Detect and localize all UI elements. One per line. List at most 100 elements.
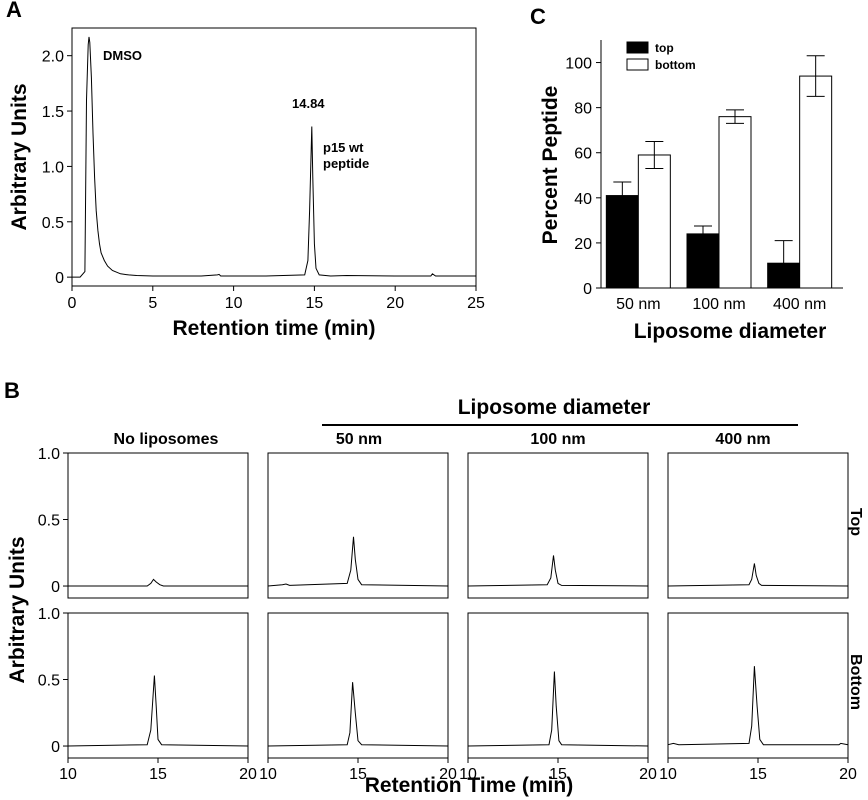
panel-a-x-axis-label: Retention time (min)	[173, 317, 376, 340]
y-tick-label: 1.5	[42, 104, 64, 121]
x-tick-label: 10	[659, 766, 677, 783]
panel-a-letter: A	[6, 0, 22, 22]
x-tick-label: 20	[386, 295, 404, 312]
column-title-50nm: 50 nm	[336, 431, 382, 448]
annotation-peptide-line2: peptide	[323, 156, 369, 171]
y-tick-label: 0.5	[38, 513, 60, 530]
column-title-no-liposomes: No liposomes	[114, 431, 219, 448]
panel-c-y-axis-label: Percent Peptide	[539, 86, 562, 245]
x-tick-label: 10	[59, 766, 77, 783]
subplot-frame	[667, 612, 849, 759]
y-tick-label: 0.5	[42, 215, 64, 232]
subplot-top-4	[667, 452, 849, 599]
panel-c-ticks: 0 20 40 60 80 100	[565, 56, 601, 298]
category-label: 100 nm	[692, 296, 745, 313]
panel-a: A 0 5 10 15 20 25 0 0.5 1.0 1.5 2.0 DMSO 14.84 p15…	[6, 0, 485, 340]
x-tick-label: 0	[68, 295, 77, 312]
x-tick-label: 10	[459, 766, 477, 783]
x-tick-label: 20	[839, 766, 857, 783]
y-tick-label: 40	[574, 191, 592, 208]
panel-b-letter: B	[4, 378, 20, 403]
subplot-bottom-3: 10 15 20	[459, 612, 657, 783]
panel-b-header: Liposome diameter	[458, 396, 651, 419]
subplot-frame	[467, 452, 649, 599]
subplot-bottom-1: 10 15 20 0 0.5 1.0	[38, 606, 257, 783]
legend-label-bottom: bottom	[655, 58, 696, 72]
x-tick-label: 20	[239, 766, 257, 783]
bar-top	[686, 233, 720, 289]
panel-a-plot-frame	[71, 27, 477, 287]
chromatogram-trace	[68, 578, 248, 587]
x-tick-label: 15	[349, 766, 367, 783]
x-tick-label: 20	[639, 766, 657, 783]
y-tick-label: 0	[51, 739, 60, 756]
x-tick-label: 10	[259, 766, 277, 783]
chromatogram-trace	[267, 682, 449, 747]
x-tick-label: 15	[149, 766, 167, 783]
row-label-top: Top	[847, 508, 864, 536]
y-tick-label: 80	[574, 101, 592, 118]
chromatogram-trace	[467, 671, 649, 747]
y-tick-label: 1.0	[38, 606, 60, 623]
chromatogram-trace	[667, 563, 849, 587]
y-tick-label: 0	[55, 270, 64, 287]
legend-swatch-top	[626, 41, 649, 54]
y-tick-label: 0	[583, 281, 592, 298]
y-tick-label: 60	[574, 146, 592, 163]
y-tick-label: 0	[51, 579, 60, 596]
subplot-top-1: 0 0.5 1.0	[38, 446, 249, 599]
panel-c-legend: top bottom	[626, 41, 696, 72]
y-tick-label: 1.0	[38, 446, 60, 463]
subplot-top-3	[467, 452, 649, 599]
x-tick-label: 25	[467, 295, 485, 312]
subplot-frame	[267, 452, 449, 599]
y-tick-label: 100	[565, 56, 592, 73]
panel-b-y-axis-label: Arbitrary Units	[6, 536, 29, 683]
panel-c-letter: C	[530, 4, 546, 29]
x-tick-label: 15	[749, 766, 767, 783]
subplot-frame	[467, 612, 649, 759]
bar-bottom	[799, 75, 833, 289]
panel-b: B Liposome diameter No liposomes 50 nm 1…	[4, 378, 864, 797]
x-tick-label: 5	[148, 295, 157, 312]
chromatogram-trace	[467, 555, 649, 587]
panel-c-x-axis-label: Liposome diameter	[634, 320, 827, 343]
bar-top	[605, 195, 639, 289]
y-tick-label: 20	[574, 236, 592, 253]
column-title-400nm: 400 nm	[715, 431, 770, 448]
x-tick-label: 10	[225, 295, 243, 312]
panel-a-trace	[72, 36, 476, 278]
panel-c-bars: 50 nm 100 nm 400 nm	[605, 55, 833, 313]
panel-a-y-axis-label: Arbitrary Units	[8, 83, 31, 230]
annotation-dmso: DMSO	[103, 48, 142, 63]
category-label: 50 nm	[616, 296, 660, 313]
legend-label-top: top	[655, 41, 674, 55]
panel-c: C 0 20 40 60 80 100 50 nm 100 nm 400 nm top bot…	[530, 4, 843, 343]
subplot-frame	[67, 452, 249, 599]
y-tick-label: 0.5	[38, 673, 60, 690]
annotation-peak-time: 14.84	[292, 96, 325, 111]
x-tick-label: 20	[439, 766, 457, 783]
annotation-peptide-line1: p15 wt	[323, 140, 364, 155]
column-title-100nm: 100 nm	[530, 431, 585, 448]
panel-a-ticks: 0 5 10 15 20 25 0 0.5 1.0 1.5 2.0	[42, 49, 485, 312]
subplot-bottom-2: 10 15 20	[259, 612, 457, 783]
y-tick-label: 2.0	[42, 49, 64, 66]
subplot-frame	[667, 452, 849, 599]
chromatogram-trace	[267, 536, 449, 587]
bar-bottom	[637, 154, 671, 289]
chromatogram-trace	[67, 675, 249, 747]
x-tick-label: 15	[306, 295, 324, 312]
panel-b-x-axis-label: Retention Time (min)	[365, 774, 573, 797]
category-label: 400 nm	[773, 296, 826, 313]
legend-swatch-bottom	[626, 58, 649, 71]
row-label-bottom: Bottom	[847, 654, 864, 710]
subplot-top-2	[267, 452, 449, 599]
x-tick-label: 15	[549, 766, 567, 783]
y-tick-label: 1.0	[42, 159, 64, 176]
bar-bottom	[718, 116, 752, 289]
subplot-bottom-4: 10 15 20	[659, 612, 857, 783]
chromatogram-trace	[667, 666, 849, 746]
